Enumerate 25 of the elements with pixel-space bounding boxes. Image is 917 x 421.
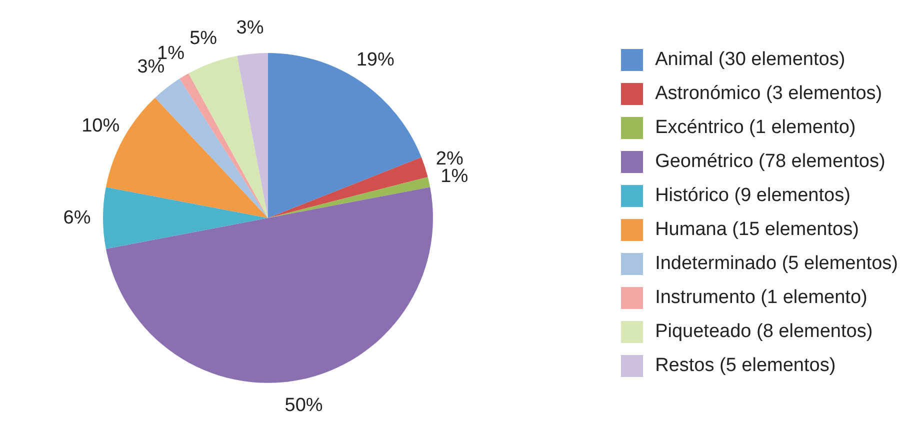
legend-label: Restos (5 elementos) (655, 355, 836, 376)
legend-label: Geométrico (78 elementos) (655, 151, 886, 172)
pie-slice (268, 176, 430, 218)
pie-slice (103, 187, 268, 249)
data-label: 5% (190, 28, 218, 49)
legend-label: Piqueteado (8 elementos) (655, 321, 873, 342)
pie-slice (180, 73, 268, 218)
pie-slice (188, 56, 268, 218)
data-label: 10% (82, 115, 120, 136)
legend-label: Indeterminado (5 elementos) (655, 253, 898, 274)
pie-slice (237, 53, 268, 218)
legend-label: Instrumento (1 elemento) (655, 287, 868, 308)
data-label: 6% (63, 208, 91, 228)
legend-label: Histórico (9 elementos) (655, 185, 850, 206)
data-label: 3% (236, 17, 264, 38)
data-label: 50% (284, 395, 323, 416)
pie-slice (268, 157, 428, 218)
pie-slice (268, 53, 422, 218)
pie-slice (155, 78, 268, 218)
legend-label: Humana (15 elementos) (655, 219, 859, 240)
data-label: 19% (356, 50, 394, 71)
legend-label: Animal (30 elementos) (655, 49, 846, 70)
pie-slice (106, 187, 433, 383)
legend-label: Astronómico (3 elementos) (655, 83, 882, 104)
legend-label: Excéntrico (1 elemento) (655, 117, 856, 138)
